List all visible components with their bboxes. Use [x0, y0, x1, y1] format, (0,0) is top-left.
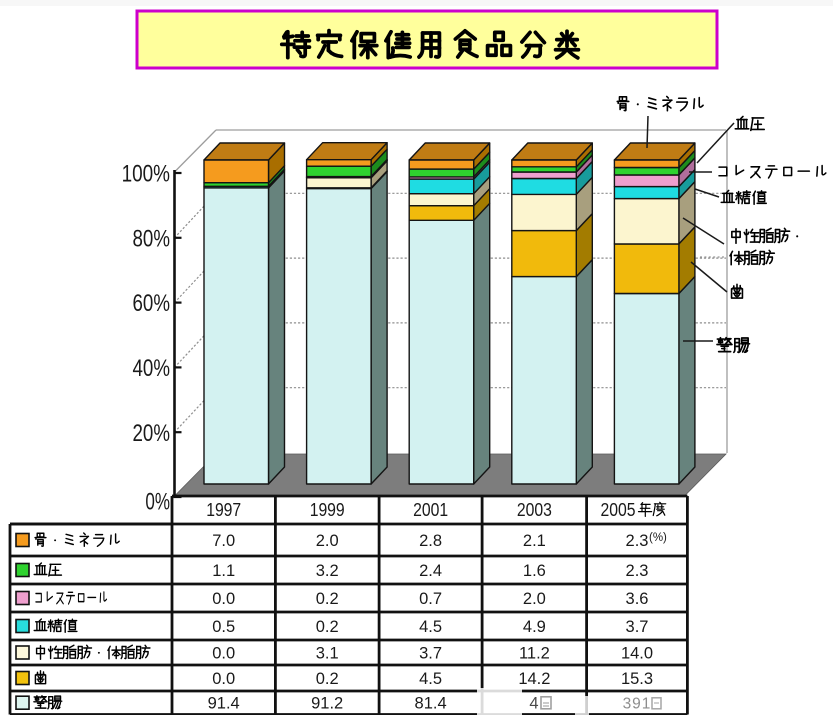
svg-text:1.6: 1.6: [523, 562, 546, 580]
svg-text:20%: 20%: [133, 420, 171, 447]
svg-text:0.0: 0.0: [212, 590, 235, 608]
svg-text:0.5: 0.5: [212, 618, 235, 636]
svg-text:15.3: 15.3: [621, 670, 653, 688]
svg-text:80%: 80%: [133, 225, 171, 252]
svg-text:2.8: 2.8: [419, 532, 442, 550]
svg-text:14.2: 14.2: [518, 670, 550, 688]
svg-text:91.4: 91.4: [208, 695, 240, 713]
svg-text:1.1: 1.1: [212, 562, 235, 580]
svg-text:14.0: 14.0: [621, 644, 653, 662]
svg-text:81.4: 81.4: [415, 695, 447, 713]
svg-text:0%: 0%: [145, 489, 170, 516]
svg-text:2.0: 2.0: [316, 532, 339, 550]
svg-text:40%: 40%: [133, 355, 171, 382]
svg-text:0.2: 0.2: [316, 618, 339, 636]
svg-text:60%: 60%: [133, 290, 171, 317]
svg-text:0.7: 0.7: [419, 590, 442, 608]
svg-text:4.5: 4.5: [419, 670, 442, 688]
svg-text:2001: 2001: [413, 500, 448, 520]
svg-text:3.6: 3.6: [626, 590, 649, 608]
svg-text:7.0: 7.0: [212, 532, 235, 550]
svg-text:2.4: 2.4: [419, 562, 442, 580]
svg-text:4: 4: [529, 695, 538, 713]
svg-text:3.7: 3.7: [626, 618, 649, 636]
svg-text:91.2: 91.2: [311, 695, 343, 713]
svg-text:1997: 1997: [206, 500, 241, 520]
svg-text:11.2: 11.2: [519, 644, 550, 662]
svg-text:1999: 1999: [310, 500, 345, 520]
svg-text:2.1: 2.1: [523, 532, 546, 550]
svg-text:0.0: 0.0: [212, 644, 235, 662]
svg-text:2.3: 2.3: [626, 562, 649, 580]
svg-text:2.3: 2.3: [626, 532, 649, 550]
svg-text:4.5: 4.5: [419, 618, 442, 636]
svg-text:2003: 2003: [517, 500, 552, 520]
svg-text:2.0: 2.0: [523, 590, 546, 608]
svg-text:0.0: 0.0: [212, 670, 235, 688]
svg-text:3.2: 3.2: [316, 562, 339, 580]
svg-text:2005: 2005: [601, 500, 636, 520]
svg-text:3.1: 3.1: [316, 644, 339, 662]
svg-text:0.2: 0.2: [316, 670, 339, 688]
svg-text:4.9: 4.9: [523, 618, 546, 636]
svg-text:(%): (%): [649, 532, 667, 544]
svg-text:0.2: 0.2: [316, 590, 339, 608]
svg-text:3.7: 3.7: [419, 644, 442, 662]
svg-text:391: 391: [623, 696, 652, 713]
svg-text:100%: 100%: [122, 161, 170, 188]
